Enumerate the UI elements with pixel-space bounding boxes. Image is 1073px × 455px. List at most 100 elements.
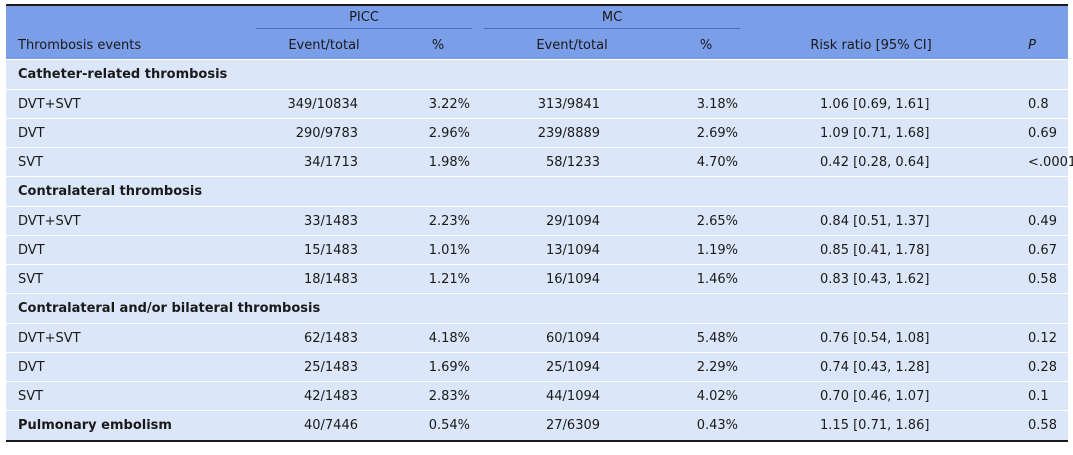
mc-event-total: 44/1094 [546, 388, 601, 404]
risk-ratio: 0.42 [0.28, 0.64] [820, 154, 930, 170]
mc-percent: 4.02% [696, 388, 739, 404]
picc-percent: 4.18% [428, 330, 471, 346]
header-spacer [6, 5, 250, 32]
mc-percent: 4.70% [696, 154, 739, 170]
risk-ratio: 0.74 [0.43, 1.28] [820, 359, 930, 375]
picc-percent: 3.22% [428, 96, 471, 112]
picc-event-total: 349/10834 [287, 96, 358, 112]
table-header: PICC MC Thrombosis events Event/total % … [6, 5, 1069, 60]
risk-ratio: 0.70 [0.46, 1.07] [820, 388, 930, 404]
risk-ratio: 0.84 [0.51, 1.37] [820, 213, 930, 229]
picc-percent: 0.54% [398, 410, 479, 442]
mc-event-total: 60/1094 [546, 330, 601, 346]
picc-percent: 1.01% [428, 242, 471, 258]
mc-event-total: 25/1094 [546, 359, 601, 375]
section-title: Catheter-related thrombosis [18, 67, 228, 82]
picc-group-header: PICC [250, 5, 478, 32]
mc-group-header: MC [478, 5, 746, 32]
mc-event-total: 58/1233 [546, 154, 601, 170]
mc-event-total: 239/8889 [537, 125, 601, 141]
header-spacer [996, 5, 1068, 32]
picc-event-total: 62/1483 [303, 330, 358, 346]
mc-group-label: MC [601, 9, 623, 25]
col-header-risk-ratio: Risk ratio [95% CI] [810, 38, 932, 53]
p-value: <.0001 [1028, 154, 1073, 170]
row-label: Pulmonary embolism [6, 410, 250, 442]
mc-event-total: 313/9841 [537, 96, 601, 112]
mc-percent: 2.69% [696, 125, 739, 141]
risk-ratio: 0.83 [0.43, 1.62] [820, 271, 930, 287]
table-row: DVT 290/9783 2.96% 239/8889 2.69% 1.09 [… [6, 118, 1069, 148]
mc-percent: 2.65% [696, 213, 739, 229]
risk-ratio: 0.85 [0.41, 1.78] [820, 242, 930, 258]
picc-event-total: 33/1483 [303, 213, 358, 229]
p-value: 0.58 [1028, 271, 1057, 287]
thrombosis-events-table: PICC MC Thrombosis events Event/total % … [6, 4, 1073, 442]
row-label: DVT+SVT [18, 213, 81, 229]
picc-event-total: 25/1483 [303, 359, 358, 375]
p-value: 0.67 [1028, 242, 1057, 258]
section-title: Contralateral and/or bilateral thrombosi… [18, 301, 321, 316]
table-row: DVT+SVT 33/1483 2.23% 29/1094 2.65% 0.84… [6, 206, 1069, 236]
p-value: 0.28 [1028, 359, 1057, 375]
section-row-contralateral: Contralateral thrombosis [6, 176, 1069, 207]
table-row: DVT+SVT 349/10834 3.22% 313/9841 3.18% 1… [6, 89, 1069, 119]
picc-event-total: 290/9783 [295, 125, 358, 141]
col-header-picc-event-total: Event/total [288, 38, 360, 53]
section-row-contralateral-bilateral: Contralateral and/or bilateral thrombosi… [6, 293, 1069, 324]
p-value: 0.58 [996, 410, 1069, 442]
mc-percent: 1.46% [696, 271, 739, 287]
section-row-catheter-related: Catheter-related thrombosis [6, 59, 1069, 90]
picc-event-total: 40/7446 [250, 410, 398, 442]
table-row: DVT 15/1483 1.01% 13/1094 1.19% 0.85 [0.… [6, 235, 1069, 265]
table-row: DVT+SVT 62/1483 4.18% 60/1094 5.48% 0.76… [6, 323, 1069, 353]
p-value: 0.12 [1028, 330, 1057, 346]
p-value: 0.69 [1028, 125, 1057, 141]
row-label: DVT [18, 359, 45, 375]
picc-percent: 1.69% [428, 359, 471, 375]
row-label: SVT [18, 154, 44, 170]
p-value: 0.49 [1028, 213, 1057, 229]
table-body: Catheter-related thrombosis DVT+SVT 349/… [6, 59, 1073, 442]
risk-ratio: 0.76 [0.54, 1.08] [820, 330, 930, 346]
col-header-p-value: P [1028, 38, 1036, 53]
results-table-container: PICC MC Thrombosis events Event/total % … [6, 4, 1073, 442]
mc-event-total: 13/1094 [546, 242, 601, 258]
table-row: SVT 34/1713 1.98% 58/1233 4.70% 0.42 [0.… [6, 147, 1073, 177]
risk-ratio: 1.15 [0.71, 1.86] [746, 410, 997, 442]
col-header-mc-percent: % [699, 38, 713, 53]
row-label: DVT+SVT [18, 96, 81, 112]
picc-group-label: PICC [349, 9, 379, 25]
picc-event-total: 18/1483 [303, 271, 358, 287]
mc-percent: 1.19% [696, 242, 739, 258]
mc-percent: 2.29% [696, 359, 739, 375]
table-row: SVT 18/1483 1.21% 16/1094 1.46% 0.83 [0.… [6, 264, 1069, 294]
picc-event-total: 34/1713 [303, 154, 358, 170]
mc-percent: 3.18% [696, 96, 739, 112]
table-row-pulmonary-embolism: Pulmonary embolism 40/7446 0.54% 27/6309… [6, 410, 1069, 442]
picc-group-underline [256, 27, 473, 29]
col-header-picc-percent: % [431, 38, 445, 53]
row-label: DVT [18, 125, 45, 141]
risk-ratio: 1.09 [0.71, 1.68] [820, 125, 930, 141]
picc-percent: 1.21% [428, 271, 471, 287]
risk-ratio: 1.06 [0.69, 1.61] [820, 96, 930, 112]
row-label: DVT+SVT [18, 330, 81, 346]
mc-group-underline [484, 27, 741, 29]
picc-percent: 1.98% [428, 154, 471, 170]
p-value: 0.8 [1028, 96, 1049, 112]
mc-event-total: 29/1094 [546, 213, 601, 229]
picc-percent: 2.23% [428, 213, 471, 229]
row-label: SVT [18, 388, 44, 404]
picc-event-total: 15/1483 [303, 242, 358, 258]
mc-percent: 0.43% [666, 410, 747, 442]
row-label: SVT [18, 271, 44, 287]
picc-percent: 2.83% [428, 388, 471, 404]
mc-percent: 5.48% [696, 330, 739, 346]
col-header-thrombosis-events: Thrombosis events [18, 38, 142, 53]
table-row: DVT 25/1483 1.69% 25/1094 2.29% 0.74 [0.… [6, 352, 1069, 382]
picc-event-total: 42/1483 [303, 388, 358, 404]
p-value: 0.1 [1028, 388, 1049, 404]
table-row: SVT 42/1483 2.83% 44/1094 4.02% 0.70 [0.… [6, 381, 1069, 411]
picc-percent: 2.96% [428, 125, 471, 141]
